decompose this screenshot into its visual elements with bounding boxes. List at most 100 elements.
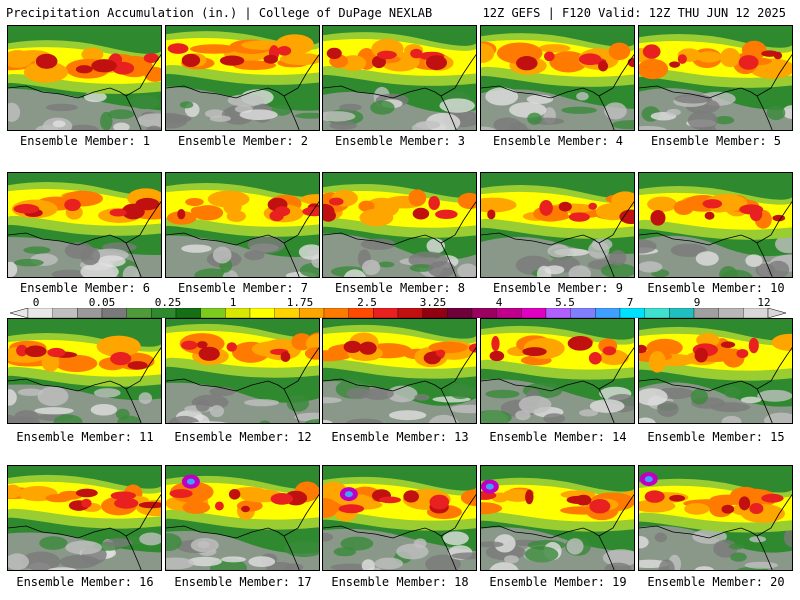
- coastline: [8, 54, 161, 130]
- member-caption: Ensemble Member: 6: [19, 281, 151, 295]
- ensemble-map-panel: [322, 25, 477, 131]
- ensemble-map-panel: [322, 465, 477, 571]
- colorbar-tick-label: 3.25: [419, 296, 447, 309]
- precip-map: [166, 173, 319, 277]
- member-caption: Ensemble Member: 3: [334, 134, 466, 148]
- colorbar-labels: 0 0.05 0.25 1 1.75 2.5 3.25 4 5.5 7 9 12: [0, 296, 800, 309]
- ensemble-map-panel: [7, 465, 162, 571]
- precip-map: [323, 466, 476, 570]
- colorbar-swatch: [570, 308, 596, 318]
- colorbar-swatch: [669, 308, 695, 318]
- colorbar-tick-label: 4: [495, 296, 503, 309]
- ensemble-map-panel: [480, 465, 635, 571]
- colorbar-swatch: [200, 308, 226, 318]
- precip-map: [8, 466, 161, 570]
- ensemble-map-panel: [165, 465, 320, 571]
- colorbar-swatch: [323, 308, 349, 318]
- precip-map: [323, 26, 476, 130]
- member-caption: Ensemble Member: 2: [177, 134, 309, 148]
- colorbar-swatch: [175, 308, 201, 318]
- colorbar-swatch: [348, 308, 374, 318]
- precip-map: [639, 173, 792, 277]
- ensemble-map-panel: [638, 25, 793, 131]
- colorbar-swatch: [77, 308, 103, 318]
- precip-map: [8, 173, 161, 277]
- colorbar-swatch: [373, 308, 399, 318]
- colorbar-swatch: [718, 308, 744, 318]
- member-caption: Ensemble Member: 8: [334, 281, 466, 295]
- member-caption: Ensemble Member: 11: [16, 430, 154, 444]
- colorbar-swatch: [545, 308, 571, 318]
- colorbar-swatch: [447, 308, 473, 318]
- ensemble-map-panel: [165, 172, 320, 278]
- colorbar-tick-label: 0.25: [154, 296, 182, 309]
- coastline: [166, 201, 319, 277]
- colorbar-tick-label: 5.5: [555, 296, 575, 309]
- colorbar-swatch: [27, 308, 53, 318]
- ensemble-map-panel: [480, 25, 635, 131]
- member-caption: Ensemble Member: 20: [647, 575, 785, 589]
- precip-map: [481, 26, 634, 130]
- colorbar: [10, 308, 786, 318]
- colorbar-swatch: [471, 308, 497, 318]
- ensemble-map-panel: [638, 318, 793, 424]
- ensemble-map-panel: [480, 318, 635, 424]
- precip-map: [639, 26, 792, 130]
- coastline: [8, 347, 161, 423]
- coastline: [166, 347, 319, 423]
- colorbar-swatch: [126, 308, 152, 318]
- member-caption: Ensemble Member: 15: [647, 430, 785, 444]
- precip-map: [481, 319, 634, 423]
- colorbar-swatch: [743, 308, 769, 318]
- coastline: [481, 201, 634, 277]
- colorbar-swatch: [101, 308, 127, 318]
- precip-map: [8, 26, 161, 130]
- colorbar-swatch: [422, 308, 448, 318]
- member-caption: Ensemble Member: 16: [16, 575, 154, 589]
- colorbar-swatch: [693, 308, 719, 318]
- ensemble-map-panel: [638, 172, 793, 278]
- ensemble-map-panel: [638, 465, 793, 571]
- precip-map: [166, 466, 319, 570]
- member-caption: Ensemble Member: 12: [174, 430, 312, 444]
- member-caption: Ensemble Member: 4: [492, 134, 624, 148]
- precip-map: [481, 173, 634, 277]
- precip-map: [323, 173, 476, 277]
- coastline: [323, 347, 476, 423]
- colorbar-tick-label: 0.05: [88, 296, 116, 309]
- member-caption: Ensemble Member: 18: [331, 575, 469, 589]
- coastline: [166, 54, 319, 130]
- coastline: [481, 54, 634, 130]
- coastline: [481, 494, 634, 570]
- ensemble-map-panel: [7, 318, 162, 424]
- coastline: [639, 201, 792, 277]
- colorbar-tick-label: 7: [626, 296, 634, 309]
- run-info: 12Z GEFS | F120 Valid: 12Z THU JUN 12 20…: [482, 6, 786, 20]
- colorbar-swatch: [644, 308, 670, 318]
- colorbar-tick-label: 9: [693, 296, 701, 309]
- colorbar-swatch: [151, 308, 177, 318]
- colorbar-left-arrow: [10, 308, 29, 318]
- precip-map: [8, 319, 161, 423]
- ensemble-map-panel: [322, 172, 477, 278]
- coastline: [8, 494, 161, 570]
- precip-map: [481, 466, 634, 570]
- coastline: [639, 54, 792, 130]
- member-caption: Ensemble Member: 13: [331, 430, 469, 444]
- ensemble-map-panel: [165, 318, 320, 424]
- colorbar-tick-label: 1: [229, 296, 237, 309]
- coastline: [639, 494, 792, 570]
- colorbar-swatch: [249, 308, 275, 318]
- ensemble-map-panel: [7, 172, 162, 278]
- precip-map: [166, 26, 319, 130]
- colorbar-swatch: [299, 308, 325, 318]
- coastline: [8, 201, 161, 277]
- member-caption: Ensemble Member: 9: [492, 281, 624, 295]
- colorbar-tick-label: 2.5: [357, 296, 377, 309]
- page-title: Precipitation Accumulation (in.) | Colle…: [6, 6, 433, 20]
- ensemble-map-panel: [480, 172, 635, 278]
- colorbar-swatch: [397, 308, 423, 318]
- coastline: [481, 347, 634, 423]
- colorbar-right-arrow: [767, 308, 786, 318]
- coastline: [166, 494, 319, 570]
